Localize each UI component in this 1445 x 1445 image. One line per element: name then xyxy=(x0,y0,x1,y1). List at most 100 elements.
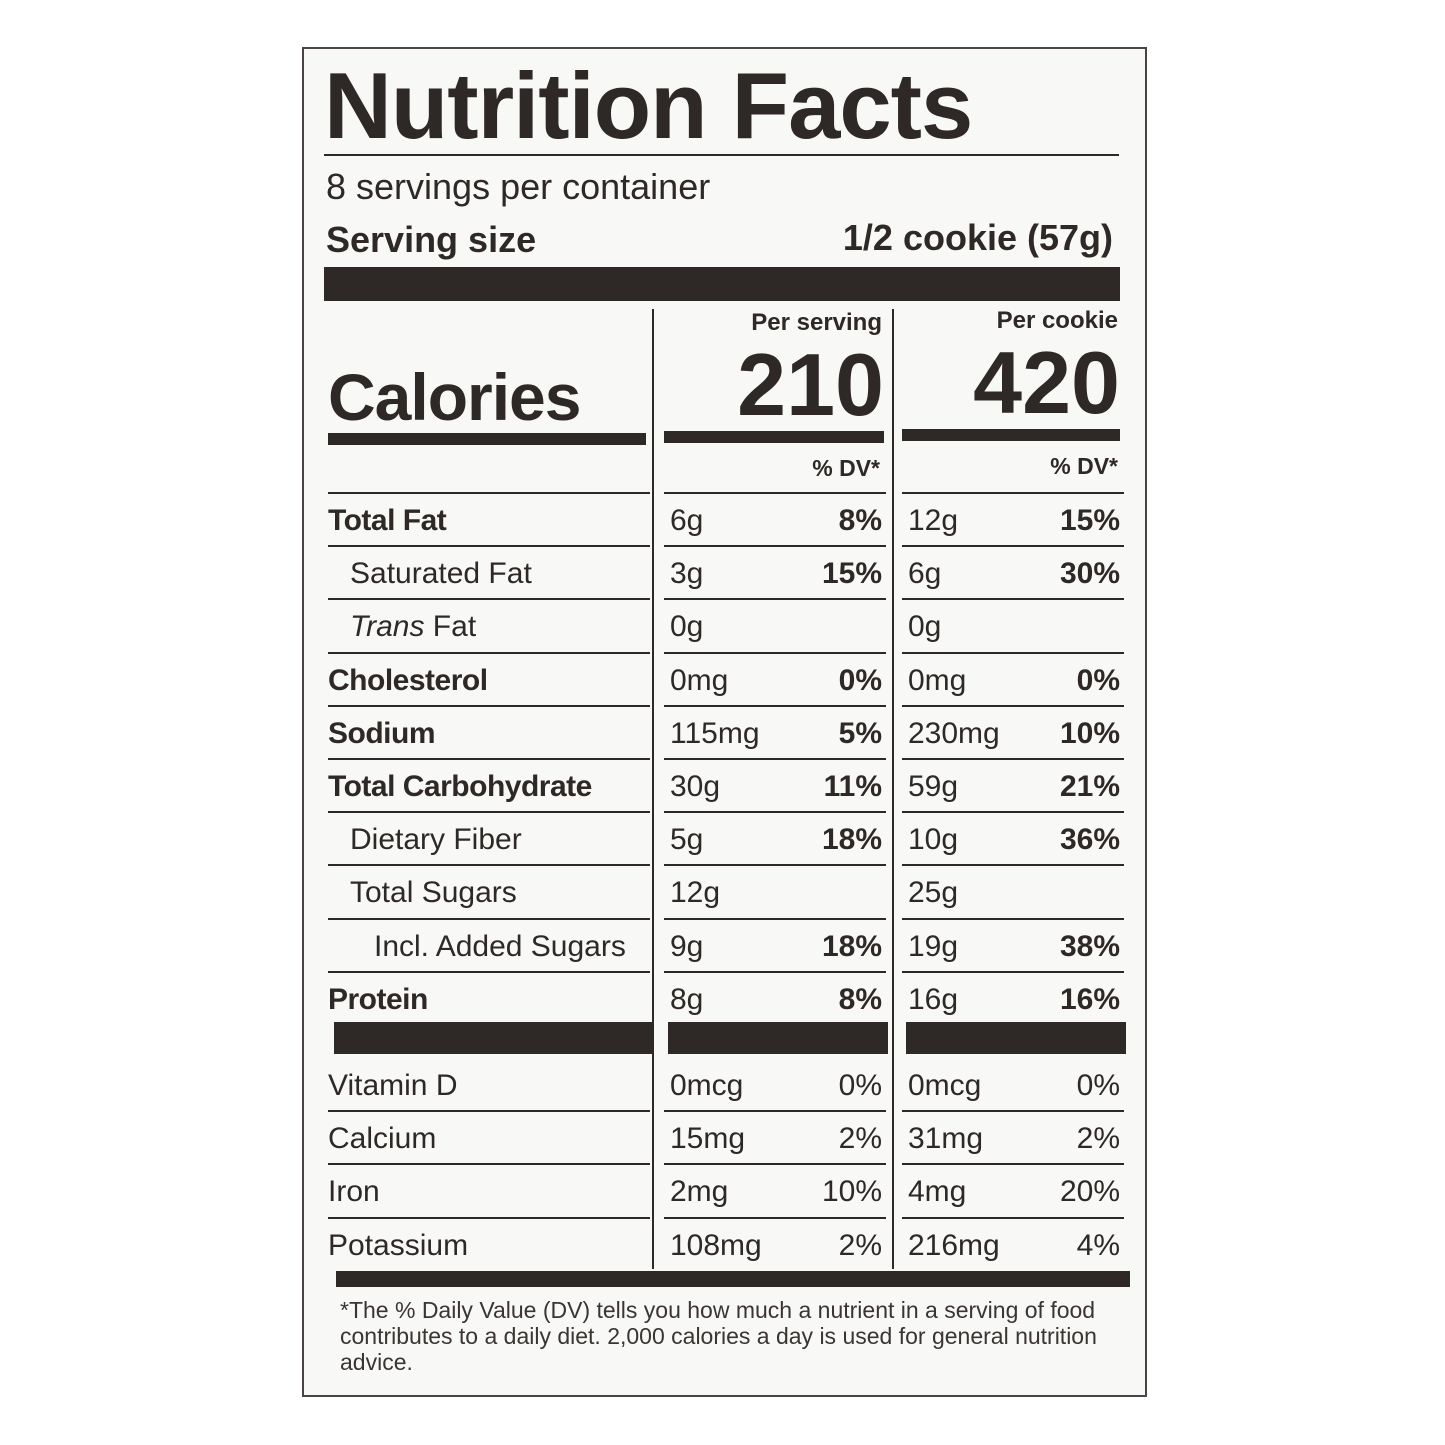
percent-dv: 10% xyxy=(1059,716,1120,750)
per-serving-cell: 9g 18% xyxy=(664,917,886,971)
amount: 6g xyxy=(908,557,942,591)
servings-per-container: 8 servings per container xyxy=(326,166,711,207)
amount: 0mg xyxy=(670,663,729,697)
percent-dv: 18% xyxy=(821,929,882,963)
nutrient-name-cell: Total Carbohydrate xyxy=(328,758,650,811)
footnote: *The % Daily Value (DV) tells you how mu… xyxy=(340,1297,1097,1375)
dv-header-per-cookie: % DV* xyxy=(1050,453,1118,479)
amount: 115mg xyxy=(670,716,760,750)
nutrient-name-cell: Sodium xyxy=(328,704,650,758)
nutrient-name: Total Fat xyxy=(328,504,447,537)
nutrient-name: Calcium xyxy=(328,1122,437,1156)
nutrient-name: Cholesterol xyxy=(328,663,488,697)
nutrient-name-cell: Iron xyxy=(328,1163,650,1216)
nutrient-row: Incl. Added Sugars 9g 18% 19g 38% xyxy=(304,917,1149,971)
amount: 25g xyxy=(908,876,959,910)
per-serving-cell: 12g xyxy=(664,864,886,917)
nutrient-name-cell: Protein xyxy=(328,970,650,1024)
thick-divider xyxy=(334,1022,652,1054)
percent-dv: 36% xyxy=(1059,823,1120,857)
amount: 16g xyxy=(908,982,959,1016)
amount: 230mg xyxy=(908,716,1000,750)
amount: 15mg xyxy=(670,1122,746,1156)
amount: 4mg xyxy=(908,1175,967,1209)
nutrient-row: Protein 8g 8% 16g 16% xyxy=(304,970,1149,1024)
nutrient-row: Cholesterol 0mg 0% 0mg 0% xyxy=(304,651,1149,705)
amount: 59g xyxy=(908,770,959,803)
per-serving-cell: 108mg 2% xyxy=(664,1216,886,1270)
percent-dv: 15% xyxy=(821,557,882,591)
nutrient-row: Saturated Fat 3g 15% 6g 30% xyxy=(304,545,1149,598)
per-serving-cell: 5g 18% xyxy=(664,811,886,864)
nutrient-name-cell: Incl. Added Sugars xyxy=(328,917,650,971)
percent-dv: 10% xyxy=(821,1175,882,1209)
nutrient-name: Saturated Fat xyxy=(350,557,532,591)
nutrient-name-cell: Dietary Fiber xyxy=(328,811,650,864)
thick-divider xyxy=(324,267,1120,301)
thick-divider xyxy=(336,1271,1130,1287)
percent-dv: 21% xyxy=(1059,770,1120,803)
per-serving-cell: 115mg 5% xyxy=(664,704,886,758)
nutrient-name: Total Carbohydrate xyxy=(328,770,592,803)
nutrient-row: Sodium 115mg 5% 230mg 10% xyxy=(304,704,1149,758)
per-cookie-cell: 19g 38% xyxy=(902,917,1124,971)
amount: 0g xyxy=(908,610,942,644)
amount: 12g xyxy=(670,876,721,910)
per-cookie-cell: 230mg 10% xyxy=(902,704,1124,758)
percent-dv: 4% xyxy=(1076,1228,1120,1262)
amount: 6g xyxy=(670,504,704,537)
amount: 0g xyxy=(670,610,704,644)
nutrient-name-italic: Trans xyxy=(350,610,425,644)
nutrient-name-cell: Trans Fat xyxy=(328,598,650,651)
nutrient-name-cell: Total Fat xyxy=(328,492,650,545)
label-title: Nutrition Facts xyxy=(324,53,973,158)
percent-dv: 8% xyxy=(838,504,882,537)
per-cookie-cell: 25g xyxy=(902,864,1124,917)
thick-divider xyxy=(902,429,1120,441)
per-cookie-cell: 12g 15% xyxy=(902,492,1124,545)
percent-dv: 15% xyxy=(1059,504,1120,537)
percent-dv: 16% xyxy=(1059,982,1120,1016)
nutrient-name: Iron xyxy=(328,1175,380,1209)
amount: 3g xyxy=(670,557,704,591)
nutrient-row: Vitamin D 0mcg 0% 0mcg 0% xyxy=(304,1057,1149,1110)
per-cookie-header: Per cookie xyxy=(996,307,1118,334)
amount: 9g xyxy=(670,929,704,963)
calories-per-cookie: 420 xyxy=(973,333,1120,432)
nutrient-name: Potassium xyxy=(328,1228,469,1262)
per-cookie-cell: 216mg 4% xyxy=(902,1216,1124,1270)
amount: 0mcg xyxy=(908,1069,982,1102)
per-cookie-cell: 31mg 2% xyxy=(902,1110,1124,1163)
amount: 216mg xyxy=(908,1228,1000,1262)
thick-divider xyxy=(328,433,646,445)
nutrient-name-cell: Total Sugars xyxy=(328,864,650,917)
per-cookie-cell: 59g 21% xyxy=(902,758,1124,811)
thick-divider xyxy=(668,1022,888,1054)
percent-dv: 20% xyxy=(1059,1175,1120,1209)
percent-dv: 0% xyxy=(838,1069,882,1102)
nutrient-name-cell: Saturated Fat xyxy=(328,545,650,598)
per-cookie-cell: 10g 36% xyxy=(902,811,1124,864)
percent-dv: 0% xyxy=(838,663,882,697)
percent-dv: 0% xyxy=(1076,1069,1120,1102)
per-cookie-cell: 0g xyxy=(902,598,1124,651)
amount: 0mcg xyxy=(670,1069,744,1102)
nutrient-row: Total Sugars 12g 25g xyxy=(304,864,1149,917)
amount: 19g xyxy=(908,929,959,963)
nutrient-row: Total Carbohydrate 30g 11% 59g 21% xyxy=(304,758,1149,811)
column-divider xyxy=(652,309,654,1269)
nutrition-facts-label: Nutrition Facts 8 servings per container… xyxy=(302,47,1147,1397)
per-serving-cell: 2mg 10% xyxy=(664,1163,886,1216)
amount: 2mg xyxy=(670,1175,729,1209)
percent-dv: 8% xyxy=(838,982,882,1016)
divider xyxy=(324,154,1119,156)
nutrient-name: Dietary Fiber xyxy=(350,823,522,857)
serving-size-value: 1/2 cookie (57g) xyxy=(842,217,1113,258)
per-cookie-cell: 0mg 0% xyxy=(902,651,1124,705)
percent-dv: 0% xyxy=(1076,663,1120,697)
percent-dv: 30% xyxy=(1059,557,1120,591)
thick-divider xyxy=(664,431,884,443)
serving-size-label: Serving size xyxy=(326,219,537,260)
percent-dv: 2% xyxy=(838,1122,882,1156)
percent-dv: 11% xyxy=(823,770,882,803)
